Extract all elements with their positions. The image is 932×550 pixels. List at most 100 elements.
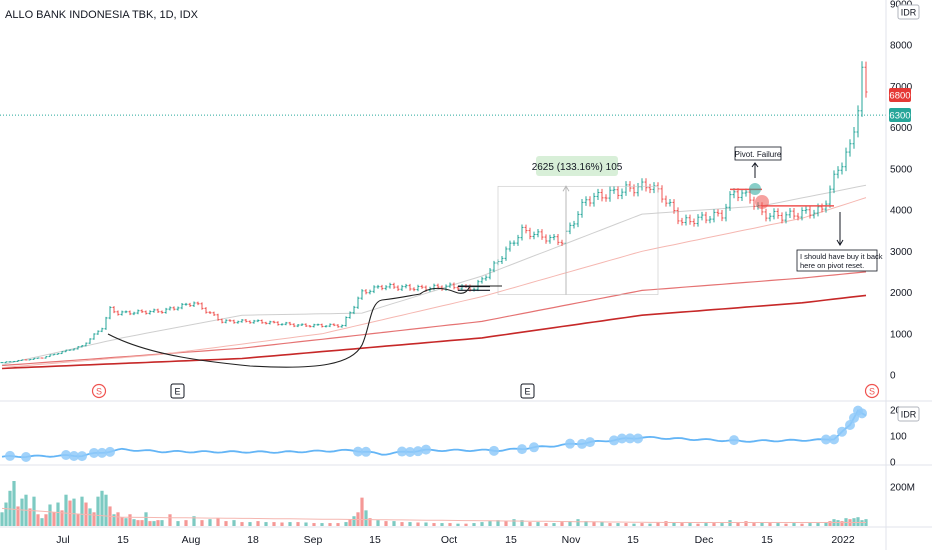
price-tick-label: 1000: [890, 329, 913, 340]
price-bar: [392, 282, 396, 289]
volume-bar: [384, 521, 388, 526]
price-bar: [692, 218, 696, 227]
price-bar: [776, 208, 780, 219]
price-bar: [544, 234, 548, 244]
volume-bar: [416, 522, 420, 526]
price-bar: [772, 208, 776, 220]
volume-bar: [0, 512, 4, 526]
price-bar: [820, 203, 824, 213]
volume-bar: [364, 510, 368, 526]
volume-bar: [824, 522, 828, 526]
price-axis[interactable]: 0100020003000400050006000700080009000: [890, 0, 913, 382]
volume-bar: [32, 496, 36, 526]
volume-bar: [36, 514, 40, 526]
volume-bar: [448, 523, 452, 526]
volume-bar: [192, 516, 196, 526]
volume-bar: [760, 522, 764, 526]
annotations-layer[interactable]: 2625 (133.16%) 105 Pivot. Failure I shou…: [532, 146, 883, 272]
event-marker-earnings[interactable]: E: [170, 383, 185, 399]
volume-bar: [408, 522, 412, 526]
time-tick-label: 15: [627, 534, 639, 546]
time-axis[interactable]: Jul 15 Aug 18 Sep 15 Oct 15 Nov 15 Dec 15 2022: [56, 534, 855, 546]
price-bar: [68, 349, 72, 351]
price-pane[interactable]: [0, 61, 886, 370]
moving-average-line: [1, 271, 867, 367]
price-bar: [384, 285, 388, 291]
indicator-line: [1, 409, 867, 459]
volume-bar: [464, 523, 468, 526]
price-bar: [788, 207, 792, 219]
price-bar: [368, 289, 372, 295]
price-bar: [196, 301, 200, 306]
price-bar: [236, 320, 240, 324]
note-callout[interactable]: [796, 249, 878, 272]
volume-bar: [544, 523, 548, 526]
volume-bar: [96, 496, 100, 526]
volume-bar: [792, 523, 796, 526]
event-marker-split[interactable]: S: [91, 383, 107, 399]
indicator-highlight-dot: [405, 446, 415, 457]
indicator-pane[interactable]: [1, 405, 867, 463]
volume-bar: [712, 523, 716, 526]
price-bar: [348, 311, 352, 319]
indicator-highlight-dot: [517, 444, 527, 455]
callout-arrowhead: [751, 162, 759, 168]
price-bar: [156, 308, 160, 314]
price-bar: [64, 349, 68, 353]
price-bar: [492, 260, 496, 273]
price-bar: [244, 318, 248, 323]
event-marker-split[interactable]: S: [864, 383, 880, 399]
note-line-2: here on pivot reset.: [800, 261, 864, 270]
time-tick-label: 2022: [831, 534, 855, 546]
indicator-highlight-dot: [69, 450, 79, 461]
price-bar: [568, 222, 572, 235]
price-bar: [40, 357, 44, 359]
price-bar: [108, 306, 112, 320]
previous-price-tag[interactable]: 6300: [889, 108, 911, 122]
price-bar: [260, 319, 264, 324]
volume-bar: [808, 523, 812, 526]
last-price-tag[interactable]: 6800: [889, 88, 911, 102]
volume-bar: [344, 522, 348, 526]
price-bar: [292, 323, 296, 328]
price-bar: [404, 283, 408, 289]
price-bar: [716, 209, 720, 217]
price-bar: [548, 234, 552, 244]
indicator-highlight-dot: [97, 447, 107, 458]
volume-bar: [296, 522, 300, 526]
event-marker-earnings[interactable]: E: [520, 383, 535, 399]
event-marker-label: E: [174, 387, 180, 397]
indicator-highlight-dot: [421, 444, 431, 455]
price-bar: [120, 310, 124, 316]
price-bar: [520, 224, 524, 241]
indicator-currency-badge[interactable]: IDR: [897, 406, 920, 422]
price-bar: [396, 285, 400, 292]
volume-bar: [116, 512, 120, 526]
moving-average-line: [1, 197, 867, 369]
volume-pane[interactable]: [0, 481, 868, 526]
price-bar: [636, 182, 640, 197]
volume-bar: [688, 523, 692, 526]
indicator-highlight-dot: [617, 433, 627, 444]
price-bar: [184, 302, 188, 306]
time-tick-label: Nov: [562, 534, 581, 546]
time-tick-label: Aug: [182, 534, 201, 546]
volume-bar: [768, 523, 772, 526]
volume-axis[interactable]: 200M: [890, 482, 915, 493]
price-bar: [652, 182, 656, 194]
price-bar: [700, 211, 704, 221]
price-currency-label: IDR: [901, 8, 917, 18]
volume-average-line: [1, 507, 866, 523]
price-bar: [124, 310, 128, 314]
pivot-failure-callout[interactable]: [734, 146, 782, 161]
price-bar: [708, 215, 712, 224]
price-currency-badge[interactable]: IDR: [897, 4, 920, 20]
price-bar: [832, 170, 836, 194]
volume-bar: [368, 518, 372, 526]
event-marker-label: E: [524, 387, 530, 397]
moving-average-line: [1, 294, 867, 370]
indicator-highlight-dot: [21, 452, 31, 463]
measure-label-box[interactable]: [536, 156, 618, 176]
price-bar: [328, 323, 332, 328]
